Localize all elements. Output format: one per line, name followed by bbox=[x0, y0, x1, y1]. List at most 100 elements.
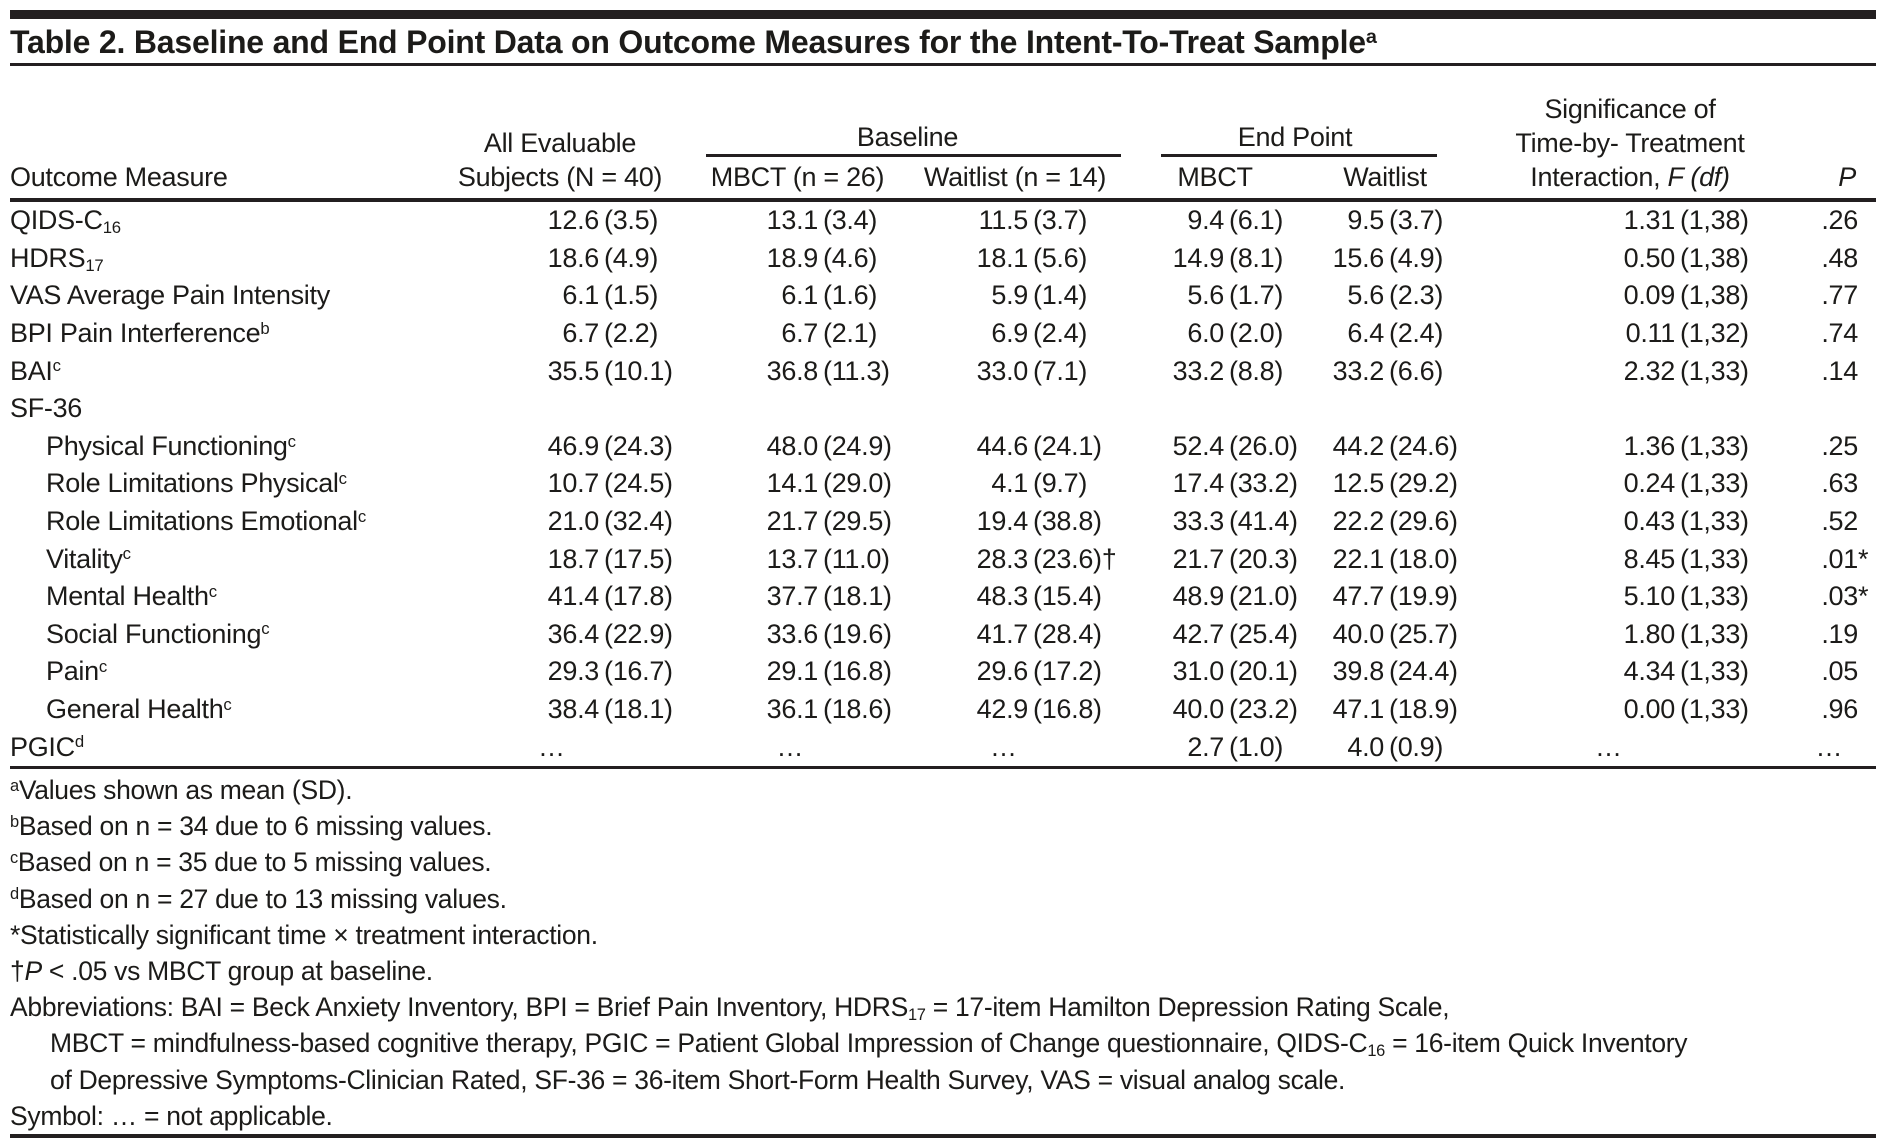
cell-p-value: .96 bbox=[1821, 694, 1858, 725]
cell-endpoint-waitlist: 47.7 (19.9) bbox=[1332, 581, 1458, 612]
cell-baseline-mbct: 33.6 (19.6) bbox=[766, 618, 892, 649]
cell-f-df: 0.24 (1,33) bbox=[1623, 468, 1749, 499]
cell-f-df: 0.09 (1,38) bbox=[1623, 280, 1749, 311]
col-group-baseline: Baseline MBCT (n = 26) Waitlist (n = 14) bbox=[690, 120, 1125, 194]
cell-all-evaluable: 38.4 (18.1) bbox=[547, 694, 673, 725]
cell-baseline-waitlist: 5.9 (1.4) bbox=[991, 280, 1088, 311]
table-body: QIDS-C16 12.6 (3.5) 13.1 (3.4) 11.5 (3.7) 9.4 (6… bbox=[10, 202, 1876, 766]
cell-endpoint-waitlist: 47.1 (18.9) bbox=[1332, 694, 1458, 725]
table-row: Painc 29.3 (16.7) 29.1 (16.8) 29.6 (17.2) 31.0(… bbox=[10, 653, 1876, 691]
cell-baseline-mbct: 6.1 (1.6) bbox=[781, 280, 878, 311]
footnote-line: Symbol: … = not applicable. bbox=[10, 1100, 333, 1131]
cell-f-df: 0.11 (1,32) bbox=[1625, 318, 1749, 349]
cell-baseline-waitlist: 48.3 (15.4) bbox=[976, 581, 1102, 612]
row-label: QIDS-C16 bbox=[10, 205, 121, 237]
col-header-all-evaluable: All Evaluable Subjects (N = 40) bbox=[430, 126, 690, 194]
row-label: Vitalityc bbox=[46, 543, 131, 574]
cell-endpoint-mbct: 21.7 (20.3) bbox=[1172, 543, 1298, 574]
col-header-baseline-waitlist: Waitlist (n = 14) bbox=[923, 162, 1107, 192]
cell-all-evaluable: … bbox=[538, 731, 568, 762]
cell-all-evaluable: 18.7 (17.5) bbox=[547, 543, 673, 574]
footnote-line: aValues shown as mean (SD). bbox=[10, 774, 353, 805]
col-group-endpoint-label: End Point bbox=[1237, 122, 1353, 152]
cell-f-df: 0.43 (1,33) bbox=[1623, 506, 1749, 537]
cell-p-value: .19 bbox=[1821, 618, 1858, 649]
footnote-line: MBCT = mindfulness-based cognitive thera… bbox=[50, 1028, 1688, 1060]
cell-endpoint-mbct: 2.7 (1.0) bbox=[1187, 731, 1284, 762]
row-label: Physical Functioningc bbox=[46, 430, 296, 461]
footnote-line: †P < .05 vs MBCT group at baseline. bbox=[10, 955, 433, 986]
cell-endpoint-waitlist: 4.0 (0.9) bbox=[1347, 731, 1444, 762]
table-row: Role Limitations Physicalc 10.7 (24.5) 14.1… bbox=[10, 465, 1876, 503]
cell-baseline-mbct: … bbox=[776, 731, 807, 762]
cell-endpoint-mbct: 14.9 (8.1) bbox=[1172, 242, 1284, 273]
cell-all-evaluable: 41.4 (17.8) bbox=[547, 581, 673, 612]
col-header-significance-line1: Significance of bbox=[1544, 94, 1716, 124]
cell-endpoint-waitlist: 22.1 (18.0) bbox=[1332, 543, 1458, 574]
cell-baseline-mbct: 37.7 (18.1) bbox=[766, 581, 892, 612]
table-row: Mental Healthc 41.4 (17.8) 37.7 (18.1) 48.3 (1… bbox=[10, 578, 1876, 616]
cell-all-evaluable: 12.6 (3.5) bbox=[547, 205, 659, 236]
cell-endpoint-waitlist: 9.5 (3.7) bbox=[1347, 205, 1444, 236]
col-header-endpoint-mbct: MBCT bbox=[1177, 162, 1253, 192]
cell-baseline-waitlist: 28.3 (23.6)† bbox=[976, 543, 1117, 574]
cell-f-df: … bbox=[1595, 731, 1625, 762]
footnote-line: of Depressive Symptoms-Clinician Rated, … bbox=[50, 1064, 1346, 1095]
cell-endpoint-mbct: 5.6 (1.7) bbox=[1187, 280, 1284, 311]
cell-f-df: 0.50 (1,38) bbox=[1623, 242, 1749, 273]
cell-baseline-mbct: 36.8 (11.3) bbox=[766, 355, 890, 386]
row-label: Role Limitations Physicalc bbox=[46, 468, 347, 499]
cell-endpoint-waitlist: 44.2 (24.6) bbox=[1332, 430, 1458, 461]
table-row: HDRS17 18.6 (4.9) 18.9 (4.6) 18.1 (5.6) 14.9 (8.… bbox=[10, 240, 1876, 278]
cell-f-df: 2.32 (1,33) bbox=[1623, 355, 1749, 386]
row-label: PGICd bbox=[10, 731, 84, 762]
table-row: QIDS-C16 12.6 (3.5) 13.1 (3.4) 11.5 (3.7) 9.4 (6… bbox=[10, 202, 1876, 240]
cell-all-evaluable: 18.6 (4.9) bbox=[547, 242, 659, 273]
cell-all-evaluable: 36.4 (22.9) bbox=[547, 618, 673, 649]
col-header-endpoint-waitlist: Waitlist bbox=[1343, 162, 1427, 192]
cell-baseline-mbct: 13.1 (3.4) bbox=[766, 205, 878, 236]
table-row: BPI Pain Interferenceb 6.7 (2.2) 6.7 (2.1) 6.… bbox=[10, 315, 1876, 353]
cell-baseline-waitlist: … bbox=[990, 731, 1020, 762]
cell-baseline-mbct: 18.9 (4.6) bbox=[766, 242, 878, 273]
cell-p-value: .14 bbox=[1821, 355, 1858, 386]
row-label: BPI Pain Interferenceb bbox=[10, 318, 270, 349]
cell-f-df: 5.10 (1,33) bbox=[1623, 581, 1749, 612]
table-header-row: Outcome Measure All Evaluable Subjects (… bbox=[10, 66, 1876, 198]
cell-baseline-mbct: 48.0 (24.9) bbox=[766, 430, 892, 461]
cell-f-df: 1.36 (1,33) bbox=[1623, 430, 1749, 461]
col-header-baseline-mbct: MBCT (n = 26) bbox=[710, 162, 885, 192]
table-title: Table 2. Baseline and End Point Data on … bbox=[10, 24, 1377, 60]
row-label: Mental Healthc bbox=[46, 581, 217, 612]
cell-endpoint-mbct: 31.0 (20.1) bbox=[1172, 656, 1298, 687]
table-row: SF-36 bbox=[10, 390, 1876, 428]
body-divider bbox=[10, 765, 1876, 769]
row-label: Painc bbox=[46, 656, 107, 687]
cell-endpoint-mbct: 17.4 (33.2) bbox=[1172, 468, 1298, 499]
footnote-line: *Statistically significant time × treatm… bbox=[10, 919, 598, 950]
cell-f-df: 8.45 (1,33) bbox=[1623, 543, 1749, 574]
cell-baseline-waitlist: 18.1 (5.6) bbox=[976, 242, 1088, 273]
cell-endpoint-mbct: 52.4 (26.0) bbox=[1172, 430, 1298, 461]
cell-endpoint-waitlist: 33.2 (6.6) bbox=[1332, 355, 1444, 386]
cell-p-value: .63 bbox=[1821, 468, 1858, 499]
col-header-all-evaluable-line1: All Evaluable bbox=[483, 128, 637, 158]
cell-f-df: 0.00 (1,33) bbox=[1623, 694, 1749, 725]
document-table: Table 2. Baseline and End Point Data on … bbox=[0, 10, 1886, 1138]
cell-baseline-waitlist: 19.4 (38.8) bbox=[976, 506, 1102, 537]
cell-all-evaluable: 10.7 (24.5) bbox=[547, 468, 673, 499]
cell-endpoint-mbct: 33.2 (8.8) bbox=[1172, 355, 1284, 386]
cell-endpoint-mbct: 9.4 (6.1) bbox=[1187, 205, 1284, 236]
cell-p-value: .48 bbox=[1821, 242, 1858, 273]
cell-endpoint-waitlist: 15.6 (4.9) bbox=[1332, 242, 1444, 273]
endpoint-group-rule bbox=[1161, 154, 1437, 157]
col-group-baseline-label: Baseline bbox=[856, 122, 959, 152]
cell-baseline-waitlist: 6.9 (2.4) bbox=[991, 318, 1088, 349]
cell-endpoint-waitlist: 39.8 (24.4) bbox=[1332, 656, 1458, 687]
cell-baseline-mbct: 21.7 (29.5) bbox=[766, 506, 892, 537]
cell-endpoint-waitlist: 40.0 (25.7) bbox=[1332, 618, 1458, 649]
bottom-rule bbox=[10, 1133, 1876, 1138]
cell-endpoint-waitlist: 22.2 (29.6) bbox=[1332, 506, 1458, 537]
cell-baseline-waitlist: 29.6 (17.2) bbox=[976, 656, 1102, 687]
cell-endpoint-waitlist: 6.4 (2.4) bbox=[1347, 318, 1444, 349]
